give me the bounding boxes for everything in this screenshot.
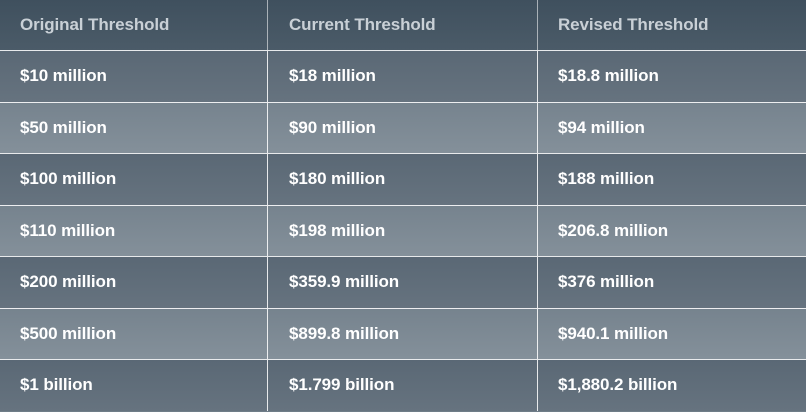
header-revised-threshold: Revised Threshold xyxy=(558,15,709,34)
header-original-threshold: Original Threshold xyxy=(0,0,268,50)
table-row: $200 million $359.9 million $376 million xyxy=(0,256,806,308)
cell-original: $200 million xyxy=(0,257,268,308)
cell-current: $18 million xyxy=(268,51,538,102)
cell-revised: $940.1 million xyxy=(558,323,669,343)
cell-original: $1 billion xyxy=(0,360,268,411)
table-row: $110 million $198 million $206.8 million xyxy=(0,204,806,256)
table-row: $10 million $18 million $18.8 million xyxy=(0,50,806,102)
table-row: $50 million $90 million $94 million xyxy=(0,101,806,153)
cell-revised: $188 million xyxy=(558,169,655,189)
cell-current: $180 million xyxy=(268,154,538,205)
cell-original: $100 million xyxy=(0,154,268,205)
table-header-row: Original Threshold Current Threshold Rev… xyxy=(0,0,806,50)
cell-revised: $206.8 million xyxy=(558,220,669,240)
cell-current: $198 million xyxy=(268,205,538,256)
cell-revised: $1,880.2 billion xyxy=(558,375,678,395)
cell-revised: $94 million xyxy=(558,117,645,137)
cell-original: $110 million xyxy=(0,205,268,256)
cell-original: $10 million xyxy=(0,51,268,102)
cell-revised: $18.8 million xyxy=(558,66,659,86)
cell-current: $899.8 million xyxy=(268,308,538,359)
header-current-threshold: Current Threshold xyxy=(268,0,538,50)
cell-current: $1.799 billion xyxy=(268,360,538,411)
cell-current: $90 million xyxy=(268,102,538,153)
table-row: $500 million $899.8 million $940.1 milli… xyxy=(0,307,806,359)
cell-original: $50 million xyxy=(0,102,268,153)
cell-revised: $376 million xyxy=(558,272,655,292)
table-row: $100 million $180 million $188 million xyxy=(0,153,806,205)
table-row: $1 billion $1.799 billion $1,880.2 billi… xyxy=(0,359,806,411)
cell-current: $359.9 million xyxy=(268,257,538,308)
cell-original: $500 million xyxy=(0,308,268,359)
